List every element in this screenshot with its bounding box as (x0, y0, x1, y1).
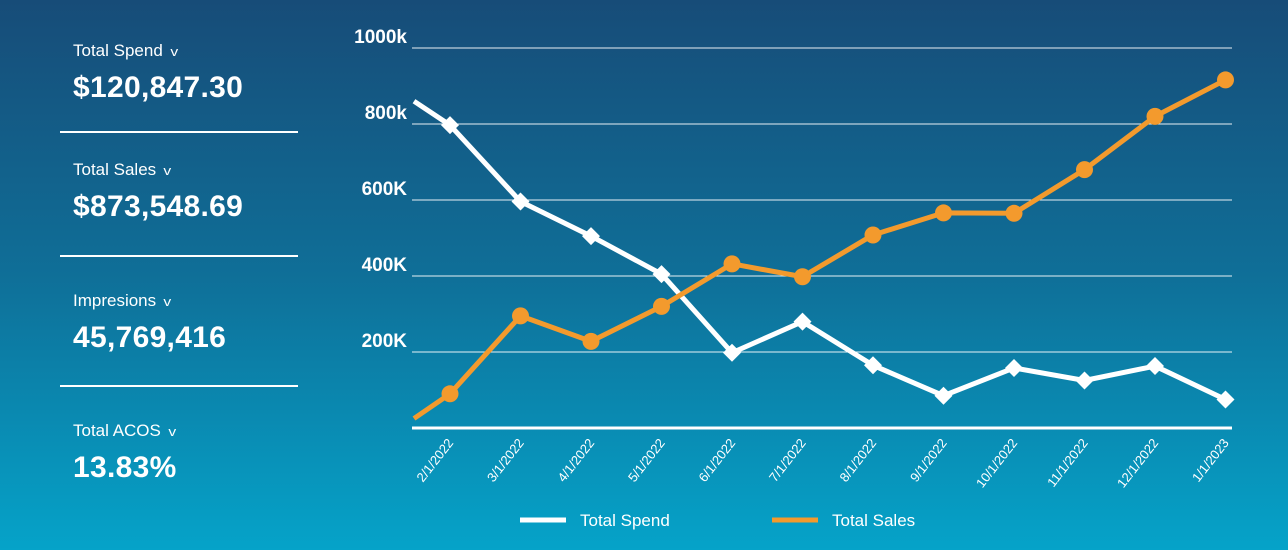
x-tick-label: 4/1/2022 (554, 436, 597, 485)
metric-total-spend-dropdown[interactable]: Total Spend v (60, 41, 298, 61)
x-tick-label: 7/1/2022 (766, 436, 809, 485)
metric-label: Total Spend (73, 41, 163, 60)
metric-total-sales: Total Sales v $873,548.69 (60, 160, 298, 224)
data-point-circle (582, 332, 600, 350)
data-point-circle (1076, 161, 1093, 179)
divider (60, 255, 298, 257)
metric-impressions: Impresions v 45,769,416 (60, 291, 298, 355)
x-tick-label: 12/1/2022 (1114, 436, 1161, 491)
metric-value: 45,769,416 (73, 321, 227, 354)
metric-label: Total Sales (73, 160, 157, 179)
metric-impressions-dropdown[interactable]: Impresions v (60, 291, 298, 311)
x-tick-label: 2/1/2022 (413, 436, 456, 485)
data-point-diamond (511, 192, 530, 211)
y-tick-label: 1000k (354, 27, 407, 48)
y-tick-label: 400K (362, 255, 408, 276)
chevron-down-icon[interactable]: v (168, 423, 177, 439)
legend-label: Total Spend (580, 511, 670, 530)
data-point-circle (441, 385, 459, 403)
data-point-circle (723, 255, 741, 273)
metric-total-sales-dropdown[interactable]: Total Sales v (60, 160, 298, 180)
x-tick-label: 6/1/2022 (695, 436, 738, 485)
data-point-diamond (1146, 357, 1164, 376)
data-point-circle (653, 297, 670, 315)
data-point-circle (864, 226, 882, 244)
series-line (412, 77, 1227, 421)
metric-total-spend: Total Spend v $120,847.30 (60, 41, 298, 105)
metric-value: $873,548.69 (73, 190, 244, 223)
metric-total-acos-dropdown[interactable]: Total ACOS v (60, 421, 298, 441)
data-point-diamond (1005, 358, 1023, 377)
x-tick-label: 10/1/2022 (973, 436, 1020, 491)
x-tick-label: 11/1/2022 (1044, 436, 1091, 490)
y-tick-label: 600K (362, 179, 408, 200)
x-tick-label: 8/1/2022 (836, 436, 879, 485)
data-point-diamond (1216, 390, 1235, 409)
data-point-circle (512, 307, 529, 325)
divider (60, 131, 298, 133)
metric-value: 13.83% (73, 451, 177, 484)
x-tick-label: 3/1/2022 (484, 436, 527, 485)
y-tick-label: 200K (362, 331, 408, 352)
divider (60, 385, 298, 387)
chevron-down-icon[interactable]: v (163, 293, 172, 309)
data-point-diamond (864, 356, 882, 375)
legend-label: Total Sales (832, 511, 915, 530)
data-point-circle (935, 204, 952, 222)
y-tick-label: 800k (365, 103, 408, 124)
chevron-down-icon[interactable]: v (170, 43, 178, 59)
x-tick-label: 5/1/2022 (625, 436, 668, 485)
data-point-diamond (441, 116, 459, 135)
data-point-diamond (1075, 371, 1094, 390)
data-point-diamond (793, 312, 812, 331)
series-line (412, 99, 1227, 402)
data-point-circle (1146, 107, 1164, 125)
data-point-diamond (723, 343, 741, 362)
data-point-diamond (582, 227, 600, 246)
x-tick-label: 1/1/2023 (1189, 436, 1232, 485)
metric-value: $120,847.30 (73, 71, 244, 104)
data-point-diamond (652, 265, 671, 284)
x-tick-label: 9/1/2022 (907, 436, 950, 485)
metric-label: Total ACOS (73, 421, 161, 440)
data-point-diamond (934, 386, 953, 405)
metric-total-acos: Total ACOS v 13.83% (60, 421, 298, 485)
data-point-circle (1005, 204, 1023, 222)
metric-label: Impresions (73, 291, 157, 310)
chevron-down-icon[interactable]: v (163, 162, 172, 178)
data-point-circle (794, 268, 811, 286)
data-point-circle (1217, 71, 1234, 89)
